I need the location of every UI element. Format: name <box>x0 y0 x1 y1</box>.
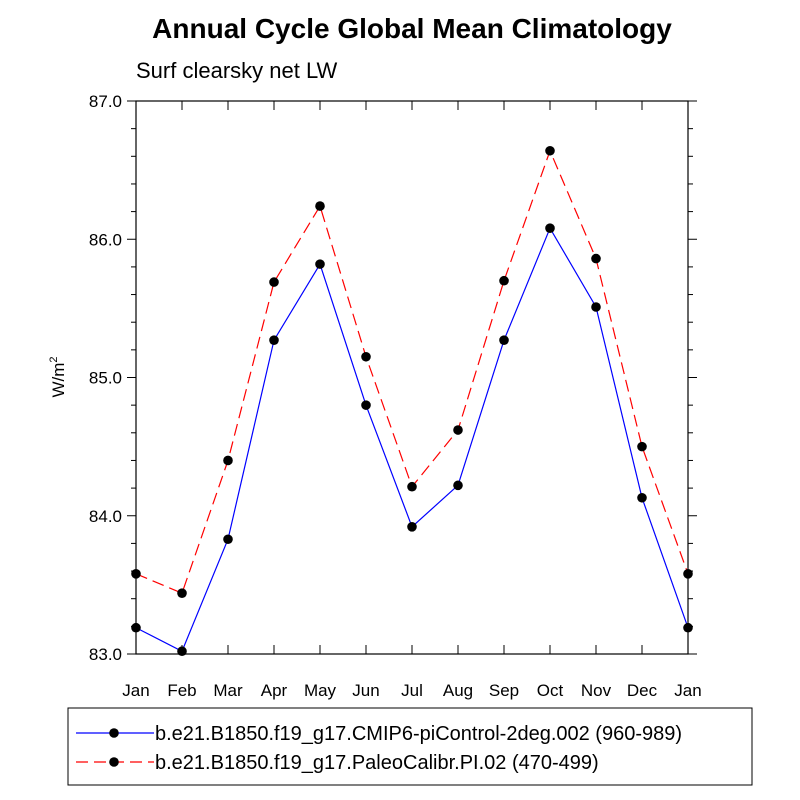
x-tick-label: Mar <box>213 681 243 700</box>
data-point <box>223 534 233 545</box>
data-point <box>407 481 417 492</box>
x-tick-label: Dec <box>627 681 658 700</box>
y-axis-label: W/m2 <box>48 356 68 397</box>
x-tick-label: Sep <box>489 681 519 700</box>
data-point <box>315 259 325 269</box>
data-point <box>361 400 371 410</box>
data-point <box>361 351 371 362</box>
legend-marker <box>109 728 119 738</box>
data-point <box>177 588 187 598</box>
data-point <box>545 223 555 233</box>
x-tick-label: Jan <box>122 681 149 700</box>
x-tick-label: Nov <box>581 681 612 700</box>
x-tick-label: Jan <box>674 681 701 700</box>
y-tick-label: 83.0 <box>89 645 122 664</box>
axis-ticks <box>127 100 697 655</box>
data-point <box>453 480 463 491</box>
x-tick-label: Aug <box>443 681 473 700</box>
data-point <box>223 455 233 466</box>
legend-marker <box>109 757 119 767</box>
y-axis-label-base: W/m <box>49 363 68 398</box>
data-point <box>269 277 279 287</box>
x-tick-label: Jul <box>401 681 423 700</box>
plot-frame <box>135 100 689 655</box>
data-point <box>591 302 601 312</box>
x-tick-label: Oct <box>537 681 564 700</box>
legend-label: b.e21.B1850.f19_g17.PaleoCalibr.PI.02 (4… <box>155 752 599 774</box>
chart-subtitle: Surf clearsky net LW <box>136 58 338 83</box>
x-tick-label: Jun <box>352 681 379 700</box>
x-tick-label: Apr <box>261 681 288 700</box>
data-point <box>499 335 509 345</box>
data-point <box>637 492 647 503</box>
data-point <box>315 201 325 211</box>
data-point <box>407 522 417 532</box>
data-point <box>453 425 463 435</box>
x-tick-label: Feb <box>167 681 196 700</box>
data-point <box>637 441 647 452</box>
y-tick-labels: 83.0 84.0 85.0 86.0 87.0 <box>89 92 122 664</box>
legend-box <box>67 707 753 786</box>
data-point <box>269 335 279 345</box>
data-point <box>499 275 509 286</box>
y-tick-label: 84.0 <box>89 507 122 526</box>
x-tick-labels: Jan Feb Mar Apr May Jun Jul Aug Sep Oct Nov Dec Jan <box>122 681 701 700</box>
y-axis-label-sup: 2 <box>48 356 60 362</box>
data-point <box>545 145 555 156</box>
x-tick-label: May <box>304 681 337 700</box>
series-line <box>135 226 689 653</box>
legend-label: b.e21.B1850.f19_g17.CMIP6-piControl-2deg… <box>155 723 682 745</box>
y-tick-label: 87.0 <box>89 92 122 111</box>
y-tick-label: 85.0 <box>89 369 122 388</box>
plot-series <box>131 145 693 657</box>
legend: b.e21.B1850.f19_g17.CMIP6-piControl-2deg… <box>76 723 682 774</box>
chart-title: Annual Cycle Global Mean Climatology <box>152 13 672 44</box>
data-point <box>591 253 601 264</box>
y-tick-label: 86.0 <box>89 230 122 249</box>
